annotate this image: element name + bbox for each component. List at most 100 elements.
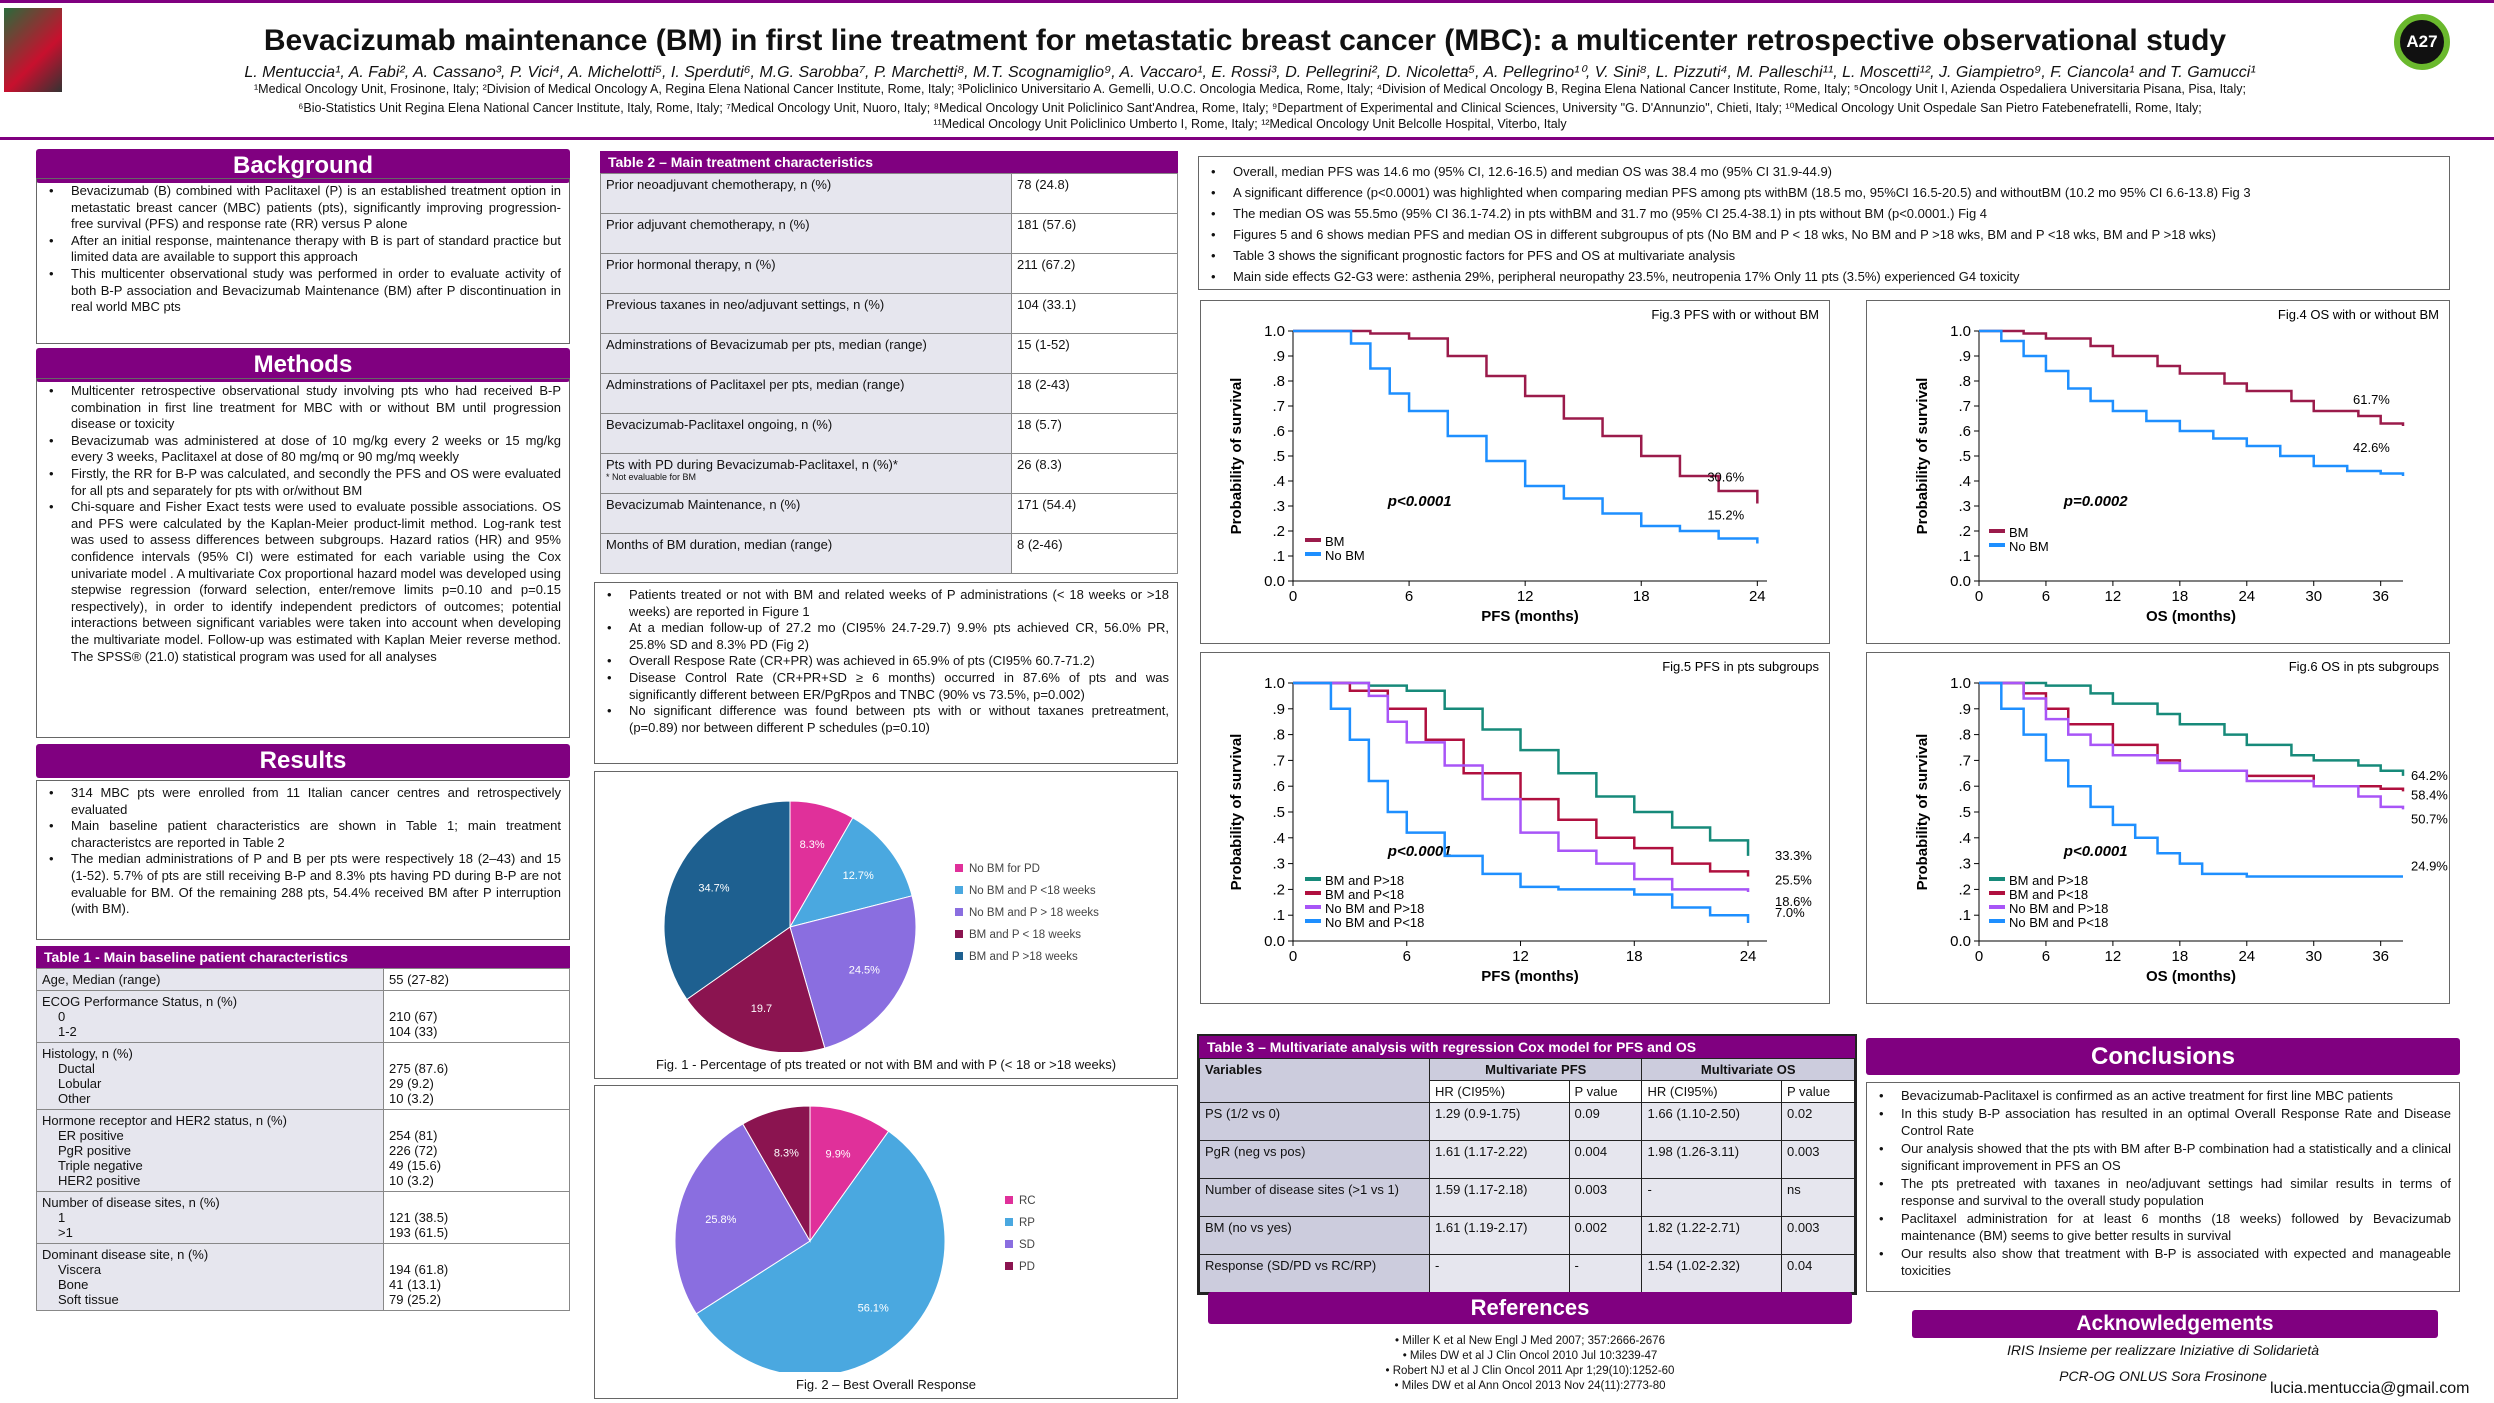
sub-label: 0 [58, 1009, 66, 1024]
x-tick-label: 6 [1403, 948, 1411, 965]
legend-swatch [1989, 529, 2005, 533]
y-tick-label: 1.0 [1950, 675, 1971, 692]
bullet-item: After an initial response, maintenance t… [45, 233, 561, 266]
y-tick-label: .2 [1272, 881, 1285, 898]
y-tick-label: .9 [1958, 348, 1971, 365]
legend-swatch [1989, 543, 2005, 547]
table1-title: Table 1 - Main baseline patient characte… [36, 946, 570, 968]
affiliations-line: ¹Medical Oncology Unit, Frosinone, Italy… [254, 82, 2246, 96]
pie-slice [695, 1130, 946, 1377]
spacer [389, 994, 564, 1009]
legend-label: BM and P<18 [2009, 887, 2088, 902]
y-tick-label: 0.0 [1264, 933, 1285, 950]
x-tick-label: 6 [2042, 588, 2050, 605]
p-value: p<0.0001 [2063, 843, 2128, 860]
legend-swatch [1305, 538, 1321, 542]
table-row: Bevacizumab Maintenance, n (%) 171 (54.4) [600, 493, 1178, 534]
legend-label: BM and P>18 [2009, 873, 2088, 888]
bullet-item: A significant difference (p<0.0001) was … [1207, 182, 2441, 203]
row-heading: Previous taxanes in neo/adjuvant setting… [606, 297, 885, 312]
y-tick-label: .6 [1958, 423, 1971, 440]
table-header-row: Variables Multivariate PFS Multivariate OS [1199, 1058, 1855, 1103]
cell-value: 0.04 [1781, 1254, 1855, 1293]
acknowledgement-line: PCR-OG ONLUS Sora Frosinone [2059, 1368, 2267, 1384]
y-tick-label: .5 [1272, 448, 1285, 465]
cell-value: 1.59 (1.17-2.18) [1429, 1178, 1570, 1217]
y-axis-label: Probability of survival [1914, 378, 1931, 535]
bullet-item: Firstly, the RR for B-P was calculated, … [45, 466, 561, 499]
y-axis-label: Probability of survival [1228, 734, 1245, 891]
sub-label: >1 [58, 1225, 73, 1240]
end-label: 58.4% [2411, 787, 2448, 802]
cell-value: 1.61 (1.17-2.22) [1429, 1140, 1570, 1179]
row-value: 15 (1-52) [1011, 333, 1178, 374]
row-label: Histology, n (%) Ductal Lobular Other [36, 1042, 384, 1110]
legend-swatch [1989, 877, 2005, 881]
end-label: 24.9% [2411, 859, 2448, 874]
sub-label: Lobular [58, 1076, 102, 1091]
cell-value: - [1429, 1254, 1570, 1293]
cell-value: 104 (33) [389, 1024, 438, 1039]
legend-swatch [1305, 919, 1321, 923]
sub-label: Other [58, 1091, 91, 1106]
legend-swatch [1989, 891, 2005, 895]
km-chart-fig5: 0 6 12 18 24 0.0 .1 .2 .3 .4 .5 .6 .7 .8 .9 1.0 PFS (mon… [1228, 659, 1819, 985]
legend-swatch [1305, 552, 1321, 556]
km-curve [1979, 681, 2405, 810]
table-row: Hormone receptor and HER2 status, n (%) E… [36, 1109, 570, 1192]
cell-value: 226 (72) [389, 1143, 438, 1158]
legend-swatch [1989, 919, 2005, 923]
reference-item: • Miles DW et al J Clin Oncol 2010 Jul 1… [1402, 1350, 1658, 1362]
y-tick-label: .5 [1958, 804, 1971, 821]
table-row: PS (1/2 vs 0) 1.29 (0.9-1.75) 0.09 1.66 (1.… [1199, 1102, 1855, 1141]
x-tick-label: 18 [1626, 948, 1643, 965]
bullet-item: Bevacizumab-Paclitaxel is confirmed as a… [1875, 1087, 2451, 1105]
bullet-item: The median OS was 55.5mo (95% CI 36.1-74… [1207, 203, 2441, 224]
background-heading: Background [36, 149, 570, 183]
x-tick-label: 0 [1975, 948, 1983, 965]
table-row: Bevacizumab-Paclitaxel ongoing, n (%) 18 … [600, 413, 1178, 454]
legend-label: BM and P < 18 weeks [969, 929, 1081, 941]
legend-label: PD [1019, 1261, 1035, 1273]
y-tick-label: .8 [1272, 373, 1285, 390]
cell-value: 194 (61.8) [389, 1262, 449, 1277]
legend-label: RC [1019, 1195, 1036, 1207]
row-value: 8 (2-46) [1011, 533, 1178, 574]
conclusions-box: Bevacizumab-Paclitaxel is confirmed as a… [1866, 1082, 2460, 1292]
y-tick-label: .5 [1272, 804, 1285, 821]
bullet-item: Bevacizumab (B) combined with Paclitaxel… [45, 183, 561, 233]
cell-value: 0.003 [1781, 1216, 1855, 1255]
x-tick-label: 6 [1405, 588, 1413, 605]
x-tick-label: 24 [1740, 948, 1757, 965]
subheader: HR (CI95%) [1641, 1080, 1782, 1103]
cell-value: 193 (61.5) [389, 1225, 449, 1240]
figure-4: 0 6 12 18 24 30 36 0.0 .1 .2 .3 .4 .5 .6 .7 .8 .9 1.0 OS (… [1866, 300, 2450, 644]
table-row: ECOG Performance Status, n (%) 0 1-2 210 (… [36, 990, 570, 1043]
col-pfs: Multivariate PFS [1428, 1058, 1643, 1081]
row-value: 254 (81) 226 (72) 49 (15.6) 10 (3.2) [383, 1109, 570, 1192]
table-row: Prior adjuvant chemotherapy, n (%) 181 (5… [600, 213, 1178, 254]
row-heading: Adminstrations of Bevacizumab per pts, m… [606, 337, 927, 352]
sub-label: PgR positive [58, 1143, 131, 1158]
pie-chart-fig2: 9.9% RC 56.1% RP 25.8% SD 8.3% PD [674, 1105, 1036, 1377]
y-tick-label: .7 [1272, 752, 1285, 769]
y-tick-label: .7 [1958, 752, 1971, 769]
bullet-item: Table 3 shows the significant prognostic… [1207, 245, 2441, 266]
table-row: PgR (neg vs pos) 1.61 (1.17-2.22) 0.004 1.9… [1199, 1140, 1855, 1179]
x-axis-label: PFS (months) [1481, 968, 1579, 985]
y-tick-label: .9 [1958, 701, 1971, 718]
km-chart-fig3: 0 6 12 18 24 0.0 .1 .2 .3 .4 .5 .6 .7 .8 .9 1.0 PFS (mon… [1228, 307, 1819, 625]
y-tick-label: .2 [1958, 523, 1971, 540]
bullet-item: Main side effects G2-G3 were: asthenia 2… [1207, 266, 2441, 287]
legend-swatch [955, 908, 963, 916]
legend-label: No BM and P <18 weeks [969, 885, 1096, 897]
figure-2-caption: Fig. 2 – Best Overall Response [796, 1377, 976, 1392]
pie-chart-fig1: 8.3% No BM for PD 12.7% No BM and P <18 wee… [663, 800, 1099, 1054]
y-tick-label: .4 [1272, 830, 1285, 847]
footnote: * Not evaluable for BM [606, 472, 697, 482]
cell-value: 210 (67) [389, 1009, 438, 1024]
end-label: 15.2% [1707, 508, 1744, 523]
contact-email[interactable]: lucia.mentuccia@gmail.com [2270, 1380, 2470, 1397]
subheader: HR (CI95%) [1429, 1080, 1570, 1103]
bullet-item: Overall Respose Rate (CR+PR) was achieve… [603, 653, 1169, 670]
